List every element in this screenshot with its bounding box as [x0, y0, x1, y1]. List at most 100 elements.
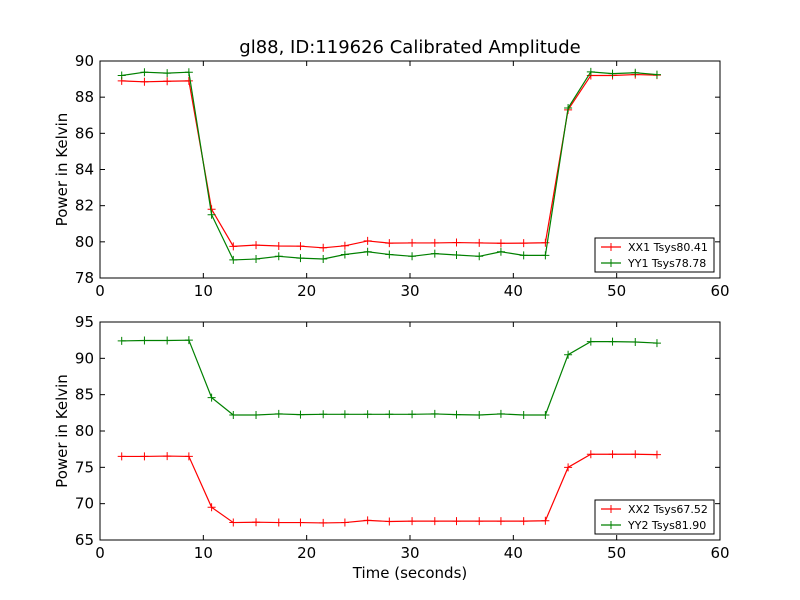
data-point-marker	[184, 76, 193, 85]
data-point-marker	[140, 336, 149, 345]
chart-title: gl88, ID:119626 Calibrated Amplitude	[239, 37, 580, 58]
x-tick-label: 60	[710, 282, 729, 300]
data-point-marker	[140, 77, 149, 86]
data-point-marker	[274, 409, 283, 418]
data-point-marker	[340, 241, 349, 250]
y-tick-label: 86	[75, 124, 94, 142]
data-point-marker	[564, 463, 573, 472]
x-tick-label: 60	[710, 544, 729, 562]
data-point-marker	[207, 503, 216, 512]
data-point-marker	[163, 69, 172, 78]
data-point-marker	[408, 517, 417, 526]
legend-marker	[607, 521, 615, 529]
x-tick-label: 10	[194, 282, 213, 300]
data-point-marker	[363, 410, 372, 419]
x-tick-label: 40	[504, 544, 523, 562]
legend-label: YY2 Tsys81.90	[627, 519, 706, 532]
data-point-marker	[541, 516, 550, 525]
data-point-marker	[586, 337, 595, 346]
y-tick-label: 80	[75, 422, 94, 440]
data-point-marker	[541, 251, 550, 260]
data-point-marker	[229, 411, 238, 420]
x-tick-label: 50	[607, 544, 626, 562]
data-point-marker	[140, 68, 149, 77]
data-point-marker	[340, 250, 349, 259]
y-tick-label: 70	[75, 495, 94, 513]
data-point-marker	[496, 239, 505, 248]
data-point-marker	[452, 251, 461, 260]
data-point-marker	[363, 236, 372, 245]
y-tick-label: 90	[75, 52, 94, 70]
data-point-marker	[363, 247, 372, 256]
y-tick-label: 82	[75, 197, 94, 215]
y-tick-label: 75	[75, 458, 94, 476]
data-point-marker	[363, 516, 372, 525]
data-point-marker	[274, 241, 283, 250]
data-point-marker	[340, 518, 349, 527]
legend-box	[594, 237, 715, 273]
legend-label: XX2 Tsys67.52	[628, 503, 708, 516]
data-point-marker	[519, 251, 528, 260]
x-tick-label: 20	[297, 544, 316, 562]
y-tick-label: 84	[75, 161, 94, 179]
data-point-marker	[229, 518, 238, 527]
data-point-marker	[652, 70, 661, 79]
data-point-marker	[207, 393, 216, 402]
data-point-marker	[319, 243, 328, 252]
data-point-marker	[608, 337, 617, 346]
data-point-marker	[140, 452, 149, 461]
y-axis-label: Power in Kelvin	[53, 113, 71, 227]
data-point-marker	[452, 410, 461, 419]
legend-marker	[607, 505, 615, 513]
data-point-marker	[385, 250, 394, 259]
data-point-marker	[229, 242, 238, 251]
data-point-marker	[608, 450, 617, 459]
data-point-marker	[296, 518, 305, 527]
data-point-marker	[496, 517, 505, 526]
data-point-marker	[385, 517, 394, 526]
legend-label: XX1 Tsys80.41	[628, 241, 708, 254]
data-point-marker	[252, 411, 261, 420]
data-point-marker	[117, 452, 126, 461]
data-point-marker	[541, 238, 550, 247]
x-tick-label: 0	[95, 544, 105, 562]
y-tick-label: 85	[75, 386, 94, 404]
data-point-marker	[163, 77, 172, 86]
x-tick-label: 50	[607, 282, 626, 300]
x-tick-label: 40	[504, 282, 523, 300]
data-point-marker	[274, 252, 283, 261]
data-point-marker	[631, 337, 640, 346]
data-point-marker	[296, 242, 305, 251]
x-tick-label: 0	[95, 282, 105, 300]
data-point-marker	[519, 517, 528, 526]
data-point-marker	[452, 238, 461, 247]
data-point-marker	[430, 517, 439, 526]
data-point-marker	[408, 238, 417, 247]
legend-marker	[607, 259, 615, 267]
x-tick-label: 20	[297, 282, 316, 300]
y-tick-label: 95	[75, 313, 94, 331]
y-tick-label: 88	[75, 88, 94, 106]
data-point-marker	[385, 239, 394, 248]
data-point-marker	[229, 255, 238, 264]
data-point-marker	[385, 410, 394, 419]
legend-label: YY1 Tsys78.78	[627, 257, 706, 270]
data-point-marker	[496, 409, 505, 418]
x-tick-label: 30	[400, 544, 419, 562]
data-point-marker	[319, 410, 328, 419]
data-point-marker	[519, 239, 528, 248]
data-point-marker	[184, 336, 193, 345]
y-tick-label: 78	[75, 269, 94, 287]
x-tick-label: 30	[400, 282, 419, 300]
legend-marker	[607, 243, 615, 251]
data-point-marker	[475, 517, 484, 526]
data-point-marker	[117, 71, 126, 80]
data-point-marker	[519, 411, 528, 420]
data-point-marker	[652, 339, 661, 348]
data-point-marker	[184, 452, 193, 461]
data-point-marker	[586, 450, 595, 459]
data-point-marker	[608, 69, 617, 78]
data-point-marker	[252, 241, 261, 250]
data-point-marker	[408, 410, 417, 419]
data-point-marker	[163, 452, 172, 461]
